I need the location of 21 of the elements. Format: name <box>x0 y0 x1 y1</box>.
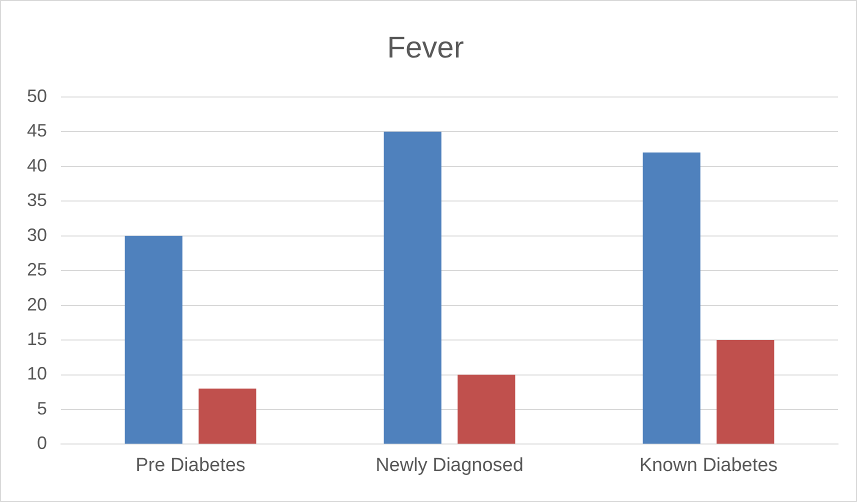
bar <box>124 236 182 444</box>
bar <box>198 388 256 444</box>
y-tick-label: 45 <box>26 120 48 141</box>
y-tick-label: 10 <box>26 364 48 384</box>
y-tick-label: 15 <box>26 329 48 350</box>
y-tick-label: 20 <box>26 294 48 314</box>
x-tick-label: Newly Diagnosed <box>376 454 524 476</box>
bar <box>716 340 774 444</box>
bar <box>458 374 516 444</box>
x-tick-label: Pre Diabetes <box>136 454 246 476</box>
y-tick-label: 0 <box>37 433 48 454</box>
y-tick-label: 25 <box>26 260 48 280</box>
y-tick-label: 50 <box>26 86 48 106</box>
y-tick-label: 40 <box>26 155 48 176</box>
y-tick-label: 5 <box>37 398 48 418</box>
bar <box>642 152 700 444</box>
chart-title: Fever <box>387 31 464 64</box>
y-tick-label: 35 <box>26 190 48 210</box>
x-tick-label: Known Diabetes <box>639 454 778 476</box>
bar <box>384 132 442 444</box>
y-tick-label: 30 <box>26 224 48 245</box>
